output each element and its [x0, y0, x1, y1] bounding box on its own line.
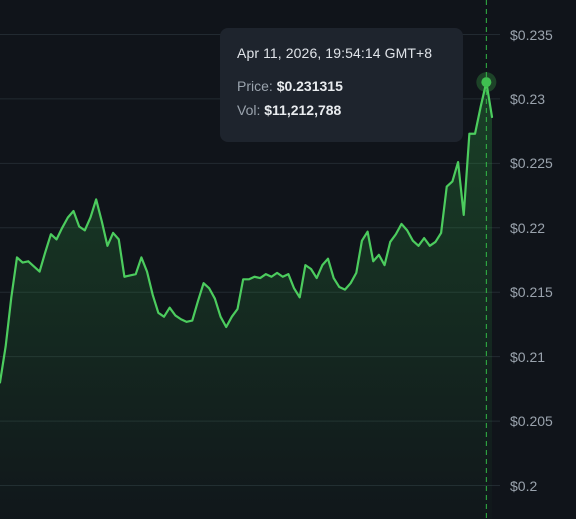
price-tooltip: Apr 11, 2026, 19:54:14 GMT+8 Price: $0.2…	[220, 28, 463, 142]
tooltip-price-row: Price: $0.231315	[237, 78, 447, 94]
y-tick-label: $0.22	[510, 219, 546, 236]
y-tick-label: $0.2	[510, 477, 538, 494]
y-tick-label: $0.235	[510, 26, 553, 43]
hover-marker	[481, 77, 492, 88]
y-tick-label: $0.21	[510, 348, 546, 365]
tooltip-price-label: Price:	[237, 78, 273, 94]
y-tick-label: $0.225	[510, 155, 553, 172]
price-area-fill	[0, 82, 492, 519]
price-line	[0, 81, 494, 384]
y-tick-label: $0.23	[510, 90, 546, 107]
tooltip-vol-value: $11,212,788	[264, 102, 342, 118]
tooltip-vol-row: Vol: $11,212,788	[237, 102, 447, 118]
tooltip-date: Apr 11, 2026, 19:54:14 GMT+8	[237, 45, 433, 61]
tooltip-vol-label: Vol:	[237, 102, 261, 118]
y-tick-label: $0.205	[510, 413, 553, 430]
tooltip-price-value: $0.231315	[276, 78, 343, 94]
y-tick-label: $0.215	[510, 284, 553, 301]
